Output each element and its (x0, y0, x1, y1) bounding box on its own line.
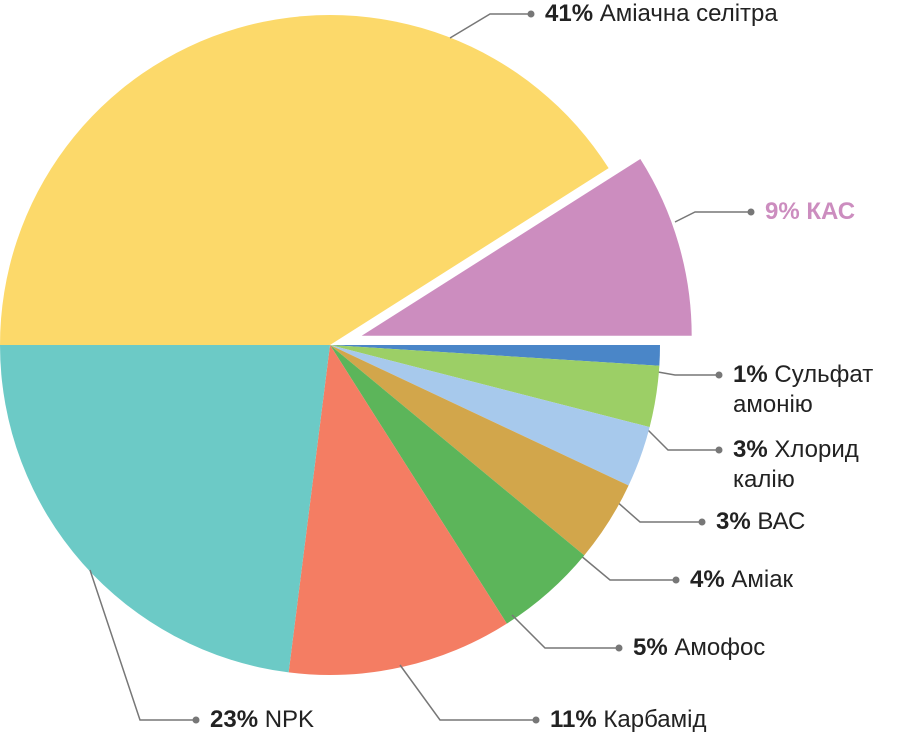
value-label: 9% (765, 198, 800, 225)
slice-label: 23% NPK (210, 705, 898, 735)
pie-slice (330, 345, 660, 428)
leader-line (399, 664, 536, 721)
value-label: 41% (545, 0, 594, 27)
slice-label: 1% Сульфат амонію (733, 360, 898, 420)
leader-line (579, 554, 676, 581)
pie-slice (288, 345, 507, 675)
leader-dot (192, 716, 200, 724)
leader-line (614, 499, 702, 523)
pie-slice (330, 345, 585, 624)
leader-line (449, 13, 531, 39)
pie-slice (330, 345, 650, 486)
category-label: Аміачна селітра (599, 0, 778, 27)
slice-label: 3% ВАС (716, 507, 898, 537)
value-label: 3% (716, 508, 751, 535)
leader-line (647, 429, 719, 451)
leader-dot (672, 576, 680, 584)
value-label: 4% (690, 566, 725, 593)
slice-label: 3% Хлорид калію (733, 435, 898, 495)
pie-slice (0, 345, 330, 673)
leader-dot (715, 446, 723, 454)
pie-slice (330, 345, 660, 366)
category-label: ВАС (757, 508, 806, 535)
slice-label: 41% Аміачна селітра (545, 0, 898, 29)
value-label: 3% (733, 436, 768, 463)
slice-label: 11% Карбамід (550, 705, 898, 735)
leader-dot (698, 518, 706, 526)
category-label: КАС (806, 198, 856, 225)
leader-dot (527, 10, 535, 18)
leader-line (89, 569, 196, 721)
pie-slice (361, 158, 692, 336)
value-label: 23% (210, 706, 259, 733)
leader-dot (747, 208, 755, 216)
leader-line (657, 371, 719, 376)
leader-line (511, 614, 619, 649)
pie-slice (0, 15, 609, 345)
leader-dot (615, 644, 623, 652)
leader-dot (532, 716, 540, 724)
category-label: Амофос (674, 634, 766, 661)
value-label: 5% (633, 634, 668, 661)
category-label: Аміак (731, 566, 794, 593)
leader-dot (715, 371, 723, 379)
pie-slice (330, 345, 629, 556)
category-label: NPK (264, 706, 315, 733)
slice-label: 5% Амофос (633, 633, 898, 663)
slice-label: 9% КАС (765, 197, 898, 227)
slice-label: 4% Аміак (690, 565, 898, 595)
category-label: Сульфат амонію (733, 361, 874, 418)
category-label: Карбамід (603, 706, 707, 733)
value-label: 1% (733, 361, 768, 388)
value-label: 11% (550, 706, 597, 733)
category-label: Хлорид калію (733, 436, 859, 493)
leader-line (674, 211, 751, 223)
